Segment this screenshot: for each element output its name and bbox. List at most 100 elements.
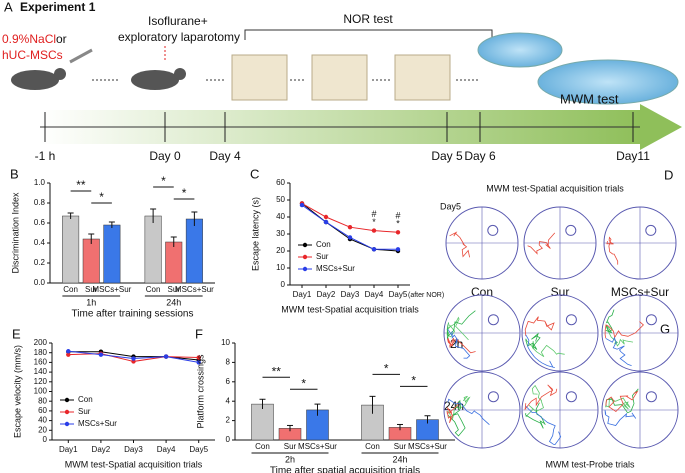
bar-label: Sur <box>284 442 297 451</box>
sig-label: ** <box>272 364 282 378</box>
sig-label: * <box>301 376 306 390</box>
group-label: 24h <box>392 454 407 464</box>
treatment: 0.9%NaCl <box>2 32 56 46</box>
marker <box>395 247 401 252</box>
marker <box>299 202 305 208</box>
y-axis-label: Discrimination Index <box>10 192 20 274</box>
timeline-label: Day 4 <box>209 149 241 163</box>
panel-title: MWM test-Probe trials <box>545 459 635 469</box>
sig-label: * <box>396 219 400 229</box>
bar-label: Sur <box>168 285 181 294</box>
x-tick-label: Day3 <box>124 445 143 454</box>
legend-label: Con <box>78 395 93 404</box>
bar <box>103 224 121 284</box>
y-tick-label: 1.0 <box>34 178 46 187</box>
marker <box>66 349 71 354</box>
syringe <box>69 48 93 64</box>
legend-marker <box>302 266 308 272</box>
x-tick-label: Day1 <box>293 290 312 299</box>
legend-marker <box>302 254 308 260</box>
panel-title: MWM test-Spatial acquisition trials <box>486 183 624 193</box>
panel-letter: E <box>12 326 21 341</box>
legend-marker <box>64 421 70 427</box>
sig-label: * <box>384 362 389 376</box>
sig-label: * <box>99 190 104 204</box>
bar-label: MSCs+Sur <box>92 285 131 294</box>
y-tick-label: 8 <box>226 358 231 367</box>
swim-path <box>525 334 555 368</box>
y-tick-label: 80 <box>38 396 47 405</box>
panel-letter: B <box>10 166 19 181</box>
panel-letter: G <box>660 321 670 336</box>
y-tick-label: 60 <box>38 406 47 415</box>
pool <box>537 59 679 105</box>
marker <box>323 219 329 225</box>
swim-path <box>606 236 619 265</box>
swim-path <box>525 332 541 350</box>
x-tick-label: Day4 <box>157 445 176 454</box>
swim-path <box>524 384 558 411</box>
legend-marker <box>64 409 70 415</box>
bar <box>144 215 162 284</box>
marker <box>66 352 71 357</box>
swim-path <box>605 336 632 366</box>
legend-label: Sur <box>78 407 91 416</box>
y-tick-label: 4 <box>226 396 231 405</box>
platform <box>565 314 577 326</box>
y-tick-label: 20 <box>276 246 285 255</box>
y-tick-label: 0 <box>43 435 48 444</box>
y-tick-label: 160 <box>34 358 48 367</box>
x-tick-label: Day5 <box>389 290 408 299</box>
marker <box>196 355 201 360</box>
y-tick-label: 0.2 <box>34 258 46 267</box>
sig-label: * <box>161 174 166 188</box>
swim-path <box>447 395 471 420</box>
bar-label: Con <box>255 442 270 451</box>
y-tick-label: 0 <box>226 435 231 444</box>
y-tick-label: 0 <box>281 280 286 289</box>
y-tick-label: 30 <box>276 229 285 238</box>
x-tick-label: Day4 <box>365 290 384 299</box>
x-axis-label: MWM test-Spatial acquisition trials <box>65 459 203 469</box>
sig-label: # <box>371 209 376 219</box>
mouse-icons <box>11 68 186 90</box>
sig-label: # <box>395 211 400 221</box>
y-tick-label: 0.0 <box>34 278 46 287</box>
y-tick-label: 50 <box>276 195 285 204</box>
treatment: hUC-MSCs <box>2 48 63 62</box>
group-label: 1h <box>86 297 96 307</box>
sig-label: ** <box>76 178 86 192</box>
legend-label: Con <box>316 240 331 249</box>
legend-marker <box>302 242 308 248</box>
bar <box>251 403 274 441</box>
y-tick-label: 200 <box>34 338 48 347</box>
platform <box>487 314 499 326</box>
x-tick-label: Day3 <box>341 290 360 299</box>
group-label: 2h <box>285 454 295 464</box>
y-tick-label: 140 <box>34 367 48 376</box>
y-tick-label: 6 <box>226 377 231 386</box>
swim-path <box>604 410 637 426</box>
sig-label: * <box>182 186 187 200</box>
marker <box>163 354 169 359</box>
marker <box>371 247 377 252</box>
day-label: Day5 <box>440 201 461 211</box>
timeline-label: -1 h <box>35 149 56 163</box>
swim-path <box>605 388 639 414</box>
x-axis-label: Time after spatial acquisition trials <box>270 466 420 473</box>
y-tick-label: 40 <box>276 212 285 221</box>
marker <box>323 214 329 220</box>
bar-label: Sur <box>85 285 98 294</box>
swim-path <box>447 337 476 354</box>
y-tick-label: 180 <box>34 348 48 357</box>
x-tick-label: Day5 <box>189 445 208 454</box>
sig-label: * <box>372 217 376 227</box>
timeline-label: Day 5 <box>431 149 463 163</box>
timeline-label: Day11 <box>616 149 650 163</box>
platform <box>645 224 657 236</box>
panel-letter: F <box>195 326 203 341</box>
platform <box>645 314 657 326</box>
platform <box>487 391 499 403</box>
platform <box>487 224 499 236</box>
marker <box>347 235 353 240</box>
